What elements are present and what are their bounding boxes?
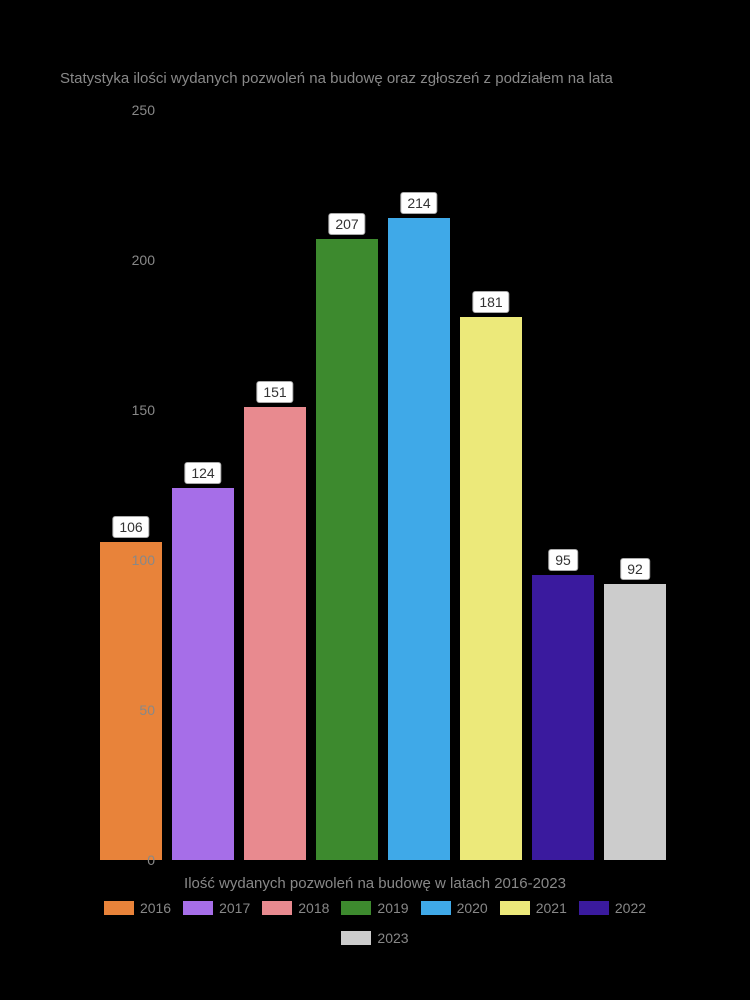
legend-item-2021: 2021 (500, 900, 567, 916)
legend-swatch (421, 901, 451, 915)
chart-title: Statystyka ilości wydanych pozwoleń na b… (60, 70, 613, 87)
legend-label: 2018 (298, 900, 329, 916)
bar-2023: 92 (604, 584, 666, 860)
legend: 2016 2017 2018 2019 2020 2021 2022 2023 (0, 900, 750, 946)
bar-2021: 181 (460, 317, 522, 860)
bar-value-label: 124 (184, 462, 221, 484)
legend-swatch (183, 901, 213, 915)
bar-2017: 124 (172, 488, 234, 860)
legend-item-2018: 2018 (262, 900, 329, 916)
legend-label: 2017 (219, 900, 250, 916)
y-tick-label: 0 (147, 852, 155, 868)
bar-value-label: 95 (548, 549, 578, 571)
y-tick-label: 200 (132, 252, 155, 268)
bar-2020: 214 (388, 218, 450, 860)
legend-swatch (262, 901, 292, 915)
y-tick-label: 250 (132, 102, 155, 118)
legend-label: 2020 (457, 900, 488, 916)
bar-value-label: 106 (112, 516, 149, 538)
legend-swatch (500, 901, 530, 915)
y-tick-label: 50 (139, 702, 155, 718)
legend-label: 2019 (377, 900, 408, 916)
bar-value-label: 214 (400, 192, 437, 214)
x-axis-title: Ilość wydanych pozwoleń na budowę w lata… (0, 875, 750, 892)
bar-value-label: 181 (472, 291, 509, 313)
legend-label: 2023 (377, 930, 408, 946)
legend-item-2016: 2016 (104, 900, 171, 916)
chart-plot-area: 1061241512072141819592 (100, 110, 680, 860)
legend-swatch (341, 931, 371, 945)
bar-value-label: 92 (620, 558, 650, 580)
legend-label: 2021 (536, 900, 567, 916)
legend-swatch (341, 901, 371, 915)
bar-value-label: 207 (328, 213, 365, 235)
legend-label: 2016 (140, 900, 171, 916)
y-tick-label: 100 (132, 552, 155, 568)
legend-item-2019: 2019 (341, 900, 408, 916)
legend-item-2023: 2023 (341, 930, 408, 946)
legend-label: 2022 (615, 900, 646, 916)
legend-item-2017: 2017 (183, 900, 250, 916)
bar-2016: 106 (100, 542, 162, 860)
bar-2018: 151 (244, 407, 306, 860)
legend-swatch (579, 901, 609, 915)
legend-item-2020: 2020 (421, 900, 488, 916)
bar-2022: 95 (532, 575, 594, 860)
y-tick-label: 150 (132, 402, 155, 418)
legend-swatch (104, 901, 134, 915)
bar-value-label: 151 (256, 381, 293, 403)
legend-item-2022: 2022 (579, 900, 646, 916)
bar-2019: 207 (316, 239, 378, 860)
